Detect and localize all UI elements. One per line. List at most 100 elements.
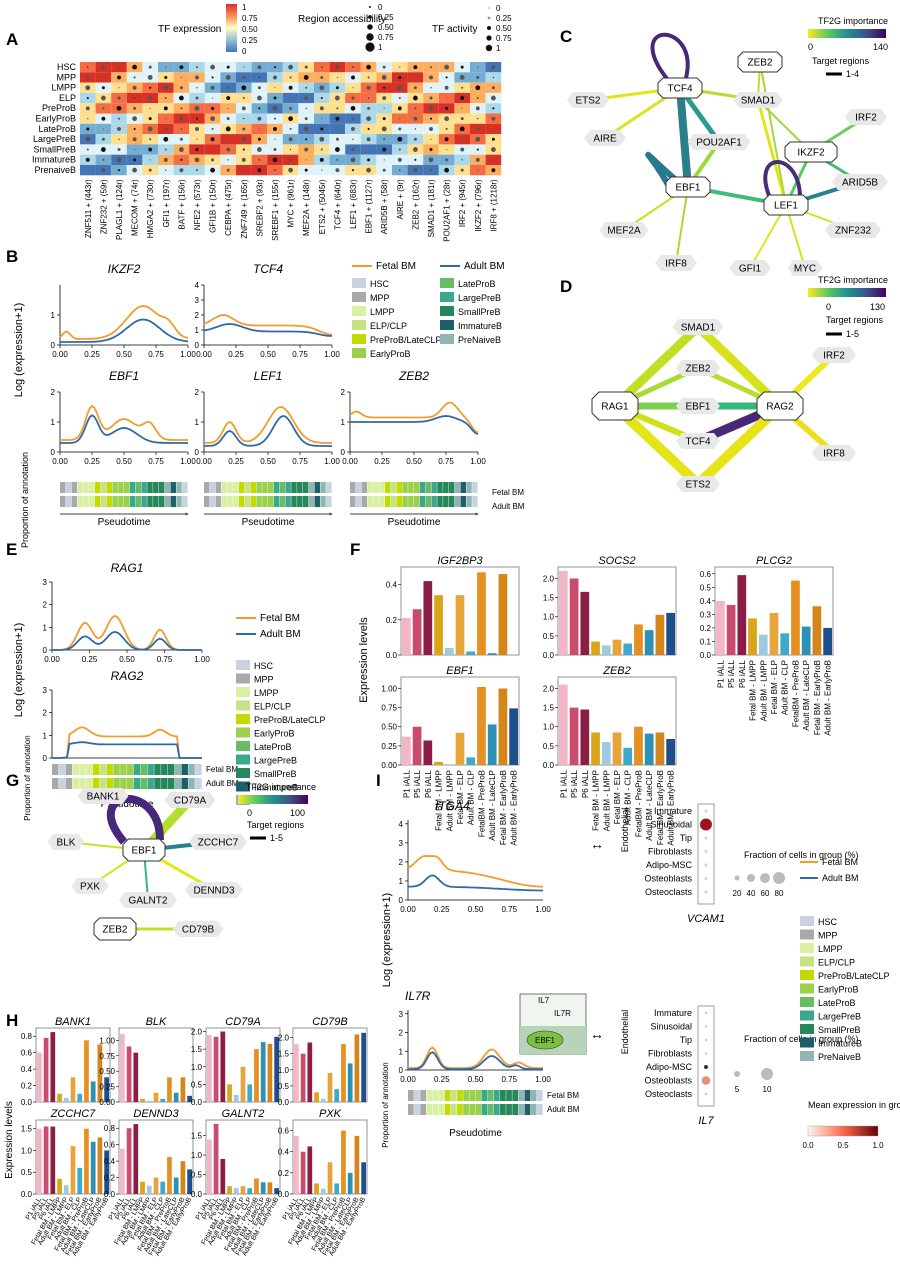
- e-prop-cell: [188, 764, 195, 775]
- b-prop-cell: [60, 482, 66, 493]
- b-prop-cell: [414, 496, 420, 507]
- heatmap-dot: [148, 65, 152, 69]
- h-plot-bar: [334, 1089, 340, 1102]
- f-xlabel: Adult BM - LateCLP: [802, 660, 811, 731]
- e-legend-swatch: [236, 687, 250, 697]
- h-plot-bar: [341, 1130, 346, 1194]
- e-prop-cell: [133, 778, 141, 789]
- panel-e-rag: RAG1 0 1 2 3 0.00 0.25 0.50 0.75 1.00 RAG2 0 1 2 3 Log …: [13, 561, 326, 821]
- i-prop-cell: [500, 1090, 506, 1101]
- h-plot-ytick-label: 0.2: [278, 1169, 290, 1178]
- f-plot-bar: [402, 618, 411, 655]
- i-legend-fetal: Fetal BM: [822, 857, 858, 867]
- h-plot-bar: [37, 1128, 42, 1194]
- c-node: IRF8: [665, 259, 687, 270]
- i-legend-celltype: LateProB: [818, 998, 856, 1008]
- heatmap-dot: [165, 169, 167, 171]
- heatmap-col-label: HMGA2 + (730r): [146, 179, 155, 238]
- b-prop-cell: [170, 482, 176, 493]
- i-prop-cell: [518, 1104, 525, 1115]
- h-plot-ytick-label: 1.0: [191, 1063, 203, 1072]
- b-prop-cell: [147, 482, 153, 493]
- e-prop-cell: [113, 764, 120, 775]
- h-plot-bar: [120, 1034, 125, 1102]
- b-prop-cell: [297, 496, 303, 507]
- i-plot-ytick-label: 2: [399, 858, 404, 867]
- b-prop-cell: [147, 496, 153, 507]
- heatmap-dot: [273, 66, 277, 69]
- heatmap-dot: [241, 85, 247, 91]
- expr-colorbar-tick: 0.25: [242, 36, 258, 45]
- i-dotplot-row: Adipo-MSC: [646, 860, 693, 870]
- i-dotplot-dot: [704, 850, 708, 853]
- h-plot-bar: [207, 1035, 212, 1102]
- h-plot-ytick-label: 0.0: [104, 1190, 116, 1199]
- i-legend-celltype: EarlyProB: [818, 985, 859, 995]
- h-plot-bar: [254, 1178, 259, 1194]
- i-mean-title: Mean expression in group: [808, 1100, 900, 1110]
- heatmap-dot: [85, 136, 91, 142]
- h-plot-bar: [167, 1157, 172, 1194]
- f-xlabel: P6 iALL: [581, 769, 590, 798]
- f-plot-gene-title: ZEB2: [602, 665, 631, 677]
- activity-legend-tick: 0.75: [496, 34, 512, 43]
- panel-letter-i: I: [376, 771, 381, 790]
- e-plot-ytick-label: 1: [43, 731, 48, 740]
- heatmap-dot: [289, 158, 293, 162]
- heatmap-grid: HSCMPPLMPPELPPreProBEarlyProBLateProBLar…: [32, 62, 502, 242]
- h-plot-bar: [341, 1044, 346, 1102]
- b-prop-cell: [308, 496, 315, 507]
- c-network-graph: TCF4 ZEB2 SMAD1 POU2AF1 IKZF2 EBF1 LEF1 ETS2 AIR…: [567, 32, 888, 276]
- heatmap-dot: [319, 85, 325, 91]
- heatmap-dot: [212, 97, 214, 99]
- b-prop-cell: [460, 496, 466, 507]
- i-prop-cell: [475, 1090, 482, 1101]
- b-prop-cell: [355, 482, 362, 493]
- heatmap-dot: [273, 75, 277, 80]
- h-plot-bar: [84, 1128, 89, 1194]
- e-legend-celltype: LMPP: [254, 688, 279, 698]
- g-scale-max: 100: [290, 808, 305, 818]
- i-legend-swatch: [800, 956, 814, 967]
- tf-expression-colorbar: 1 0.75 0.50 0.25 0: [226, 3, 258, 56]
- c-node: AIRE: [593, 134, 617, 145]
- f-xlabel: Fetal BM - LMPP: [592, 770, 601, 831]
- h-plot-bar: [133, 1052, 139, 1102]
- i-dotplot-dot: [704, 809, 708, 813]
- h-plot-ytick-label: 0.2: [104, 1174, 116, 1183]
- f-plot-ytick-label: 0.2: [386, 616, 398, 625]
- heatmap-dot: [350, 105, 356, 111]
- d-node: RAG1: [601, 402, 629, 413]
- b-fetal-line: [203, 314, 333, 336]
- b-prop-cell: [448, 496, 455, 507]
- b-prop-cell: [65, 482, 72, 493]
- b-legend-swatch: [440, 292, 454, 302]
- i-xtick-label: 0.50: [468, 1075, 484, 1084]
- panel-g-network: TF2G importance 0 100 Target regions 1-5…: [47, 782, 316, 941]
- h-plot-ytick-label: 2.0: [278, 1034, 290, 1043]
- heatmap-dot: [477, 169, 479, 171]
- i-gene-title: ITGA4: [435, 799, 470, 813]
- b-prop-cell: [390, 482, 397, 493]
- b-legend-swatch: [352, 334, 366, 344]
- d-target-label: Target regions: [826, 315, 884, 325]
- h-plot-ytick-label: 0.75: [99, 1052, 115, 1061]
- heatmap-dot: [225, 75, 231, 80]
- region-legend-dot: [369, 6, 371, 8]
- f-plot-ytick-label: 0.5: [543, 742, 555, 751]
- i-legend-swatch: [800, 970, 814, 980]
- b-adult-line: [204, 415, 332, 447]
- h-plot-ytick-label: 1.0: [278, 1066, 290, 1075]
- f-plot-bar: [487, 724, 497, 765]
- i-prop-cell: [512, 1104, 519, 1115]
- b-prop-cell: [361, 482, 368, 493]
- g-node-shape: [71, 878, 109, 894]
- h-plot-bar: [307, 1042, 313, 1102]
- i-fraction-bottom-tick: 10: [763, 1085, 772, 1094]
- panel-letter-c: C: [560, 27, 572, 46]
- heatmap-dot: [132, 116, 138, 122]
- b-prop-cell: [268, 496, 274, 507]
- b-plot-xtick-label: 0.25: [228, 350, 244, 359]
- heatmap-dot: [491, 116, 496, 121]
